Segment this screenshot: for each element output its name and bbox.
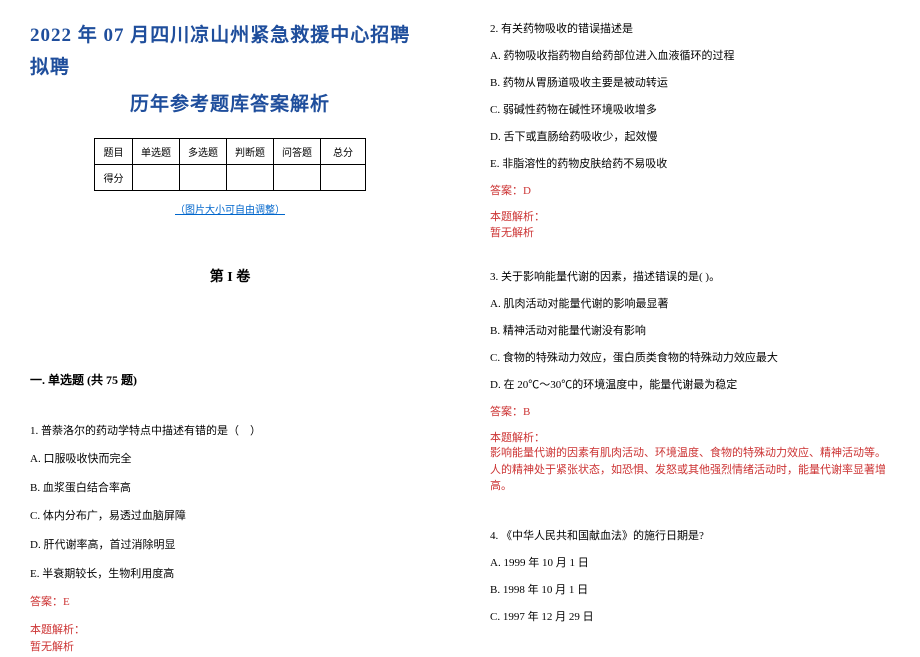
table-row: 题目 单选题 多选题 判断题 问答题 总分: [95, 138, 366, 164]
score-table: 题目 单选题 多选题 判断题 问答题 总分 得分: [94, 138, 366, 191]
question-4: 4. 《中华人民共和国献血法》的施行日期是? A. 1999 年 10 月 1 …: [490, 527, 890, 624]
empty-cell: [180, 164, 227, 190]
question-text: 2. 有关药物吸收的错误描述是: [490, 20, 890, 36]
option-e: E. 非脂溶性的药物皮肤给药不易吸收: [490, 155, 890, 171]
option-a: A. 肌肉活动对能量代谢的影响最显著: [490, 295, 890, 311]
option-b: B. 精神活动对能量代谢没有影响: [490, 322, 890, 338]
main-title-line2: 历年参考题库答案解析: [30, 89, 430, 116]
option-d: D. 在 20℃～30℃的环境温度中，能量代谢最为稳定: [490, 376, 890, 392]
section-title: 一. 单选题 (共 75 题): [30, 371, 430, 388]
answer: 答案：E: [30, 594, 430, 612]
header-cell: 判断题: [227, 138, 274, 164]
header-cell: 单选题: [133, 138, 180, 164]
header-cell: 题目: [95, 138, 133, 164]
analysis-text: 影响能量代谢的因素有肌肉活动、环境温度、食物的特殊动力效应、精神活动等。人的精神…: [490, 445, 890, 495]
question-1: 1. 普萘洛尔的药动学特点中描述有错的是（ ） A. 口服吸收快而完全 B. 血…: [30, 423, 430, 657]
option-a: A. 口服吸收快而完全: [30, 451, 430, 469]
question-2: 2. 有关药物吸收的错误描述是 A. 药物吸收指药物自给药部位进入血液循环的过程…: [490, 20, 890, 240]
question-3: 3. 关于影响能量代谢的因素，描述错误的是( )。 A. 肌肉活动对能量代谢的影…: [490, 268, 890, 495]
option-a: A. 药物吸收指药物自给药部位进入血液循环的过程: [490, 47, 890, 63]
option-b: B. 1998 年 10 月 1 日: [490, 581, 890, 597]
question-text: 3. 关于影响能量代谢的因素，描述错误的是( )。: [490, 268, 890, 284]
option-d: D. 舌下或直肠给药吸收少，起效慢: [490, 128, 890, 144]
analysis-label: 本题解析：: [490, 208, 890, 224]
empty-cell: [274, 164, 321, 190]
option-c: C. 弱碱性药物在碱性环境吸收增多: [490, 101, 890, 117]
empty-cell: [133, 164, 180, 190]
option-a: A. 1999 年 10 月 1 日: [490, 554, 890, 570]
answer: 答案：B: [490, 403, 890, 419]
question-text: 1. 普萘洛尔的药动学特点中描述有错的是（ ）: [30, 423, 430, 441]
score-label-cell: 得分: [95, 164, 133, 190]
table-note: （图片大小可自由调整）: [30, 201, 430, 216]
header-cell: 问答题: [274, 138, 321, 164]
option-d: D. 肝代谢率高，首过消除明显: [30, 537, 430, 555]
analysis-label: 本题解析：: [490, 429, 890, 445]
option-c: C. 体内分布广，易透过血脑屏障: [30, 508, 430, 526]
option-c: C. 食物的特殊动力效应，蛋白质类食物的特殊动力效应最大: [490, 349, 890, 365]
option-b: B. 药物从胃肠道吸收主要是被动转运: [490, 74, 890, 90]
header-cell: 总分: [321, 138, 366, 164]
option-c: C. 1997 年 12 月 29 日: [490, 608, 890, 624]
left-column: 2022 年 07 月四川凉山州紧急救援中心招聘拟聘 历年参考题库答案解析 题目…: [0, 0, 460, 651]
main-title-line1: 2022 年 07 月四川凉山州紧急救援中心招聘拟聘: [30, 20, 430, 85]
analysis-label: 本题解析：: [30, 622, 430, 640]
page-container: 2022 年 07 月四川凉山州紧急救援中心招聘拟聘 历年参考题库答案解析 题目…: [0, 0, 920, 651]
option-b: B. 血浆蛋白结合率高: [30, 480, 430, 498]
table-row: 得分: [95, 164, 366, 190]
right-column: 2. 有关药物吸收的错误描述是 A. 药物吸收指药物自给药部位进入血液循环的过程…: [460, 0, 920, 651]
question-text: 4. 《中华人民共和国献血法》的施行日期是?: [490, 527, 890, 543]
volume-title: 第 I 卷: [30, 266, 430, 286]
empty-cell: [321, 164, 366, 190]
option-e: E. 半衰期较长，生物利用度高: [30, 566, 430, 584]
empty-cell: [227, 164, 274, 190]
answer: 答案：D: [490, 182, 890, 198]
header-cell: 多选题: [180, 138, 227, 164]
analysis-text: 暂无解析: [490, 224, 890, 240]
analysis-text: 暂无解析: [30, 639, 430, 657]
